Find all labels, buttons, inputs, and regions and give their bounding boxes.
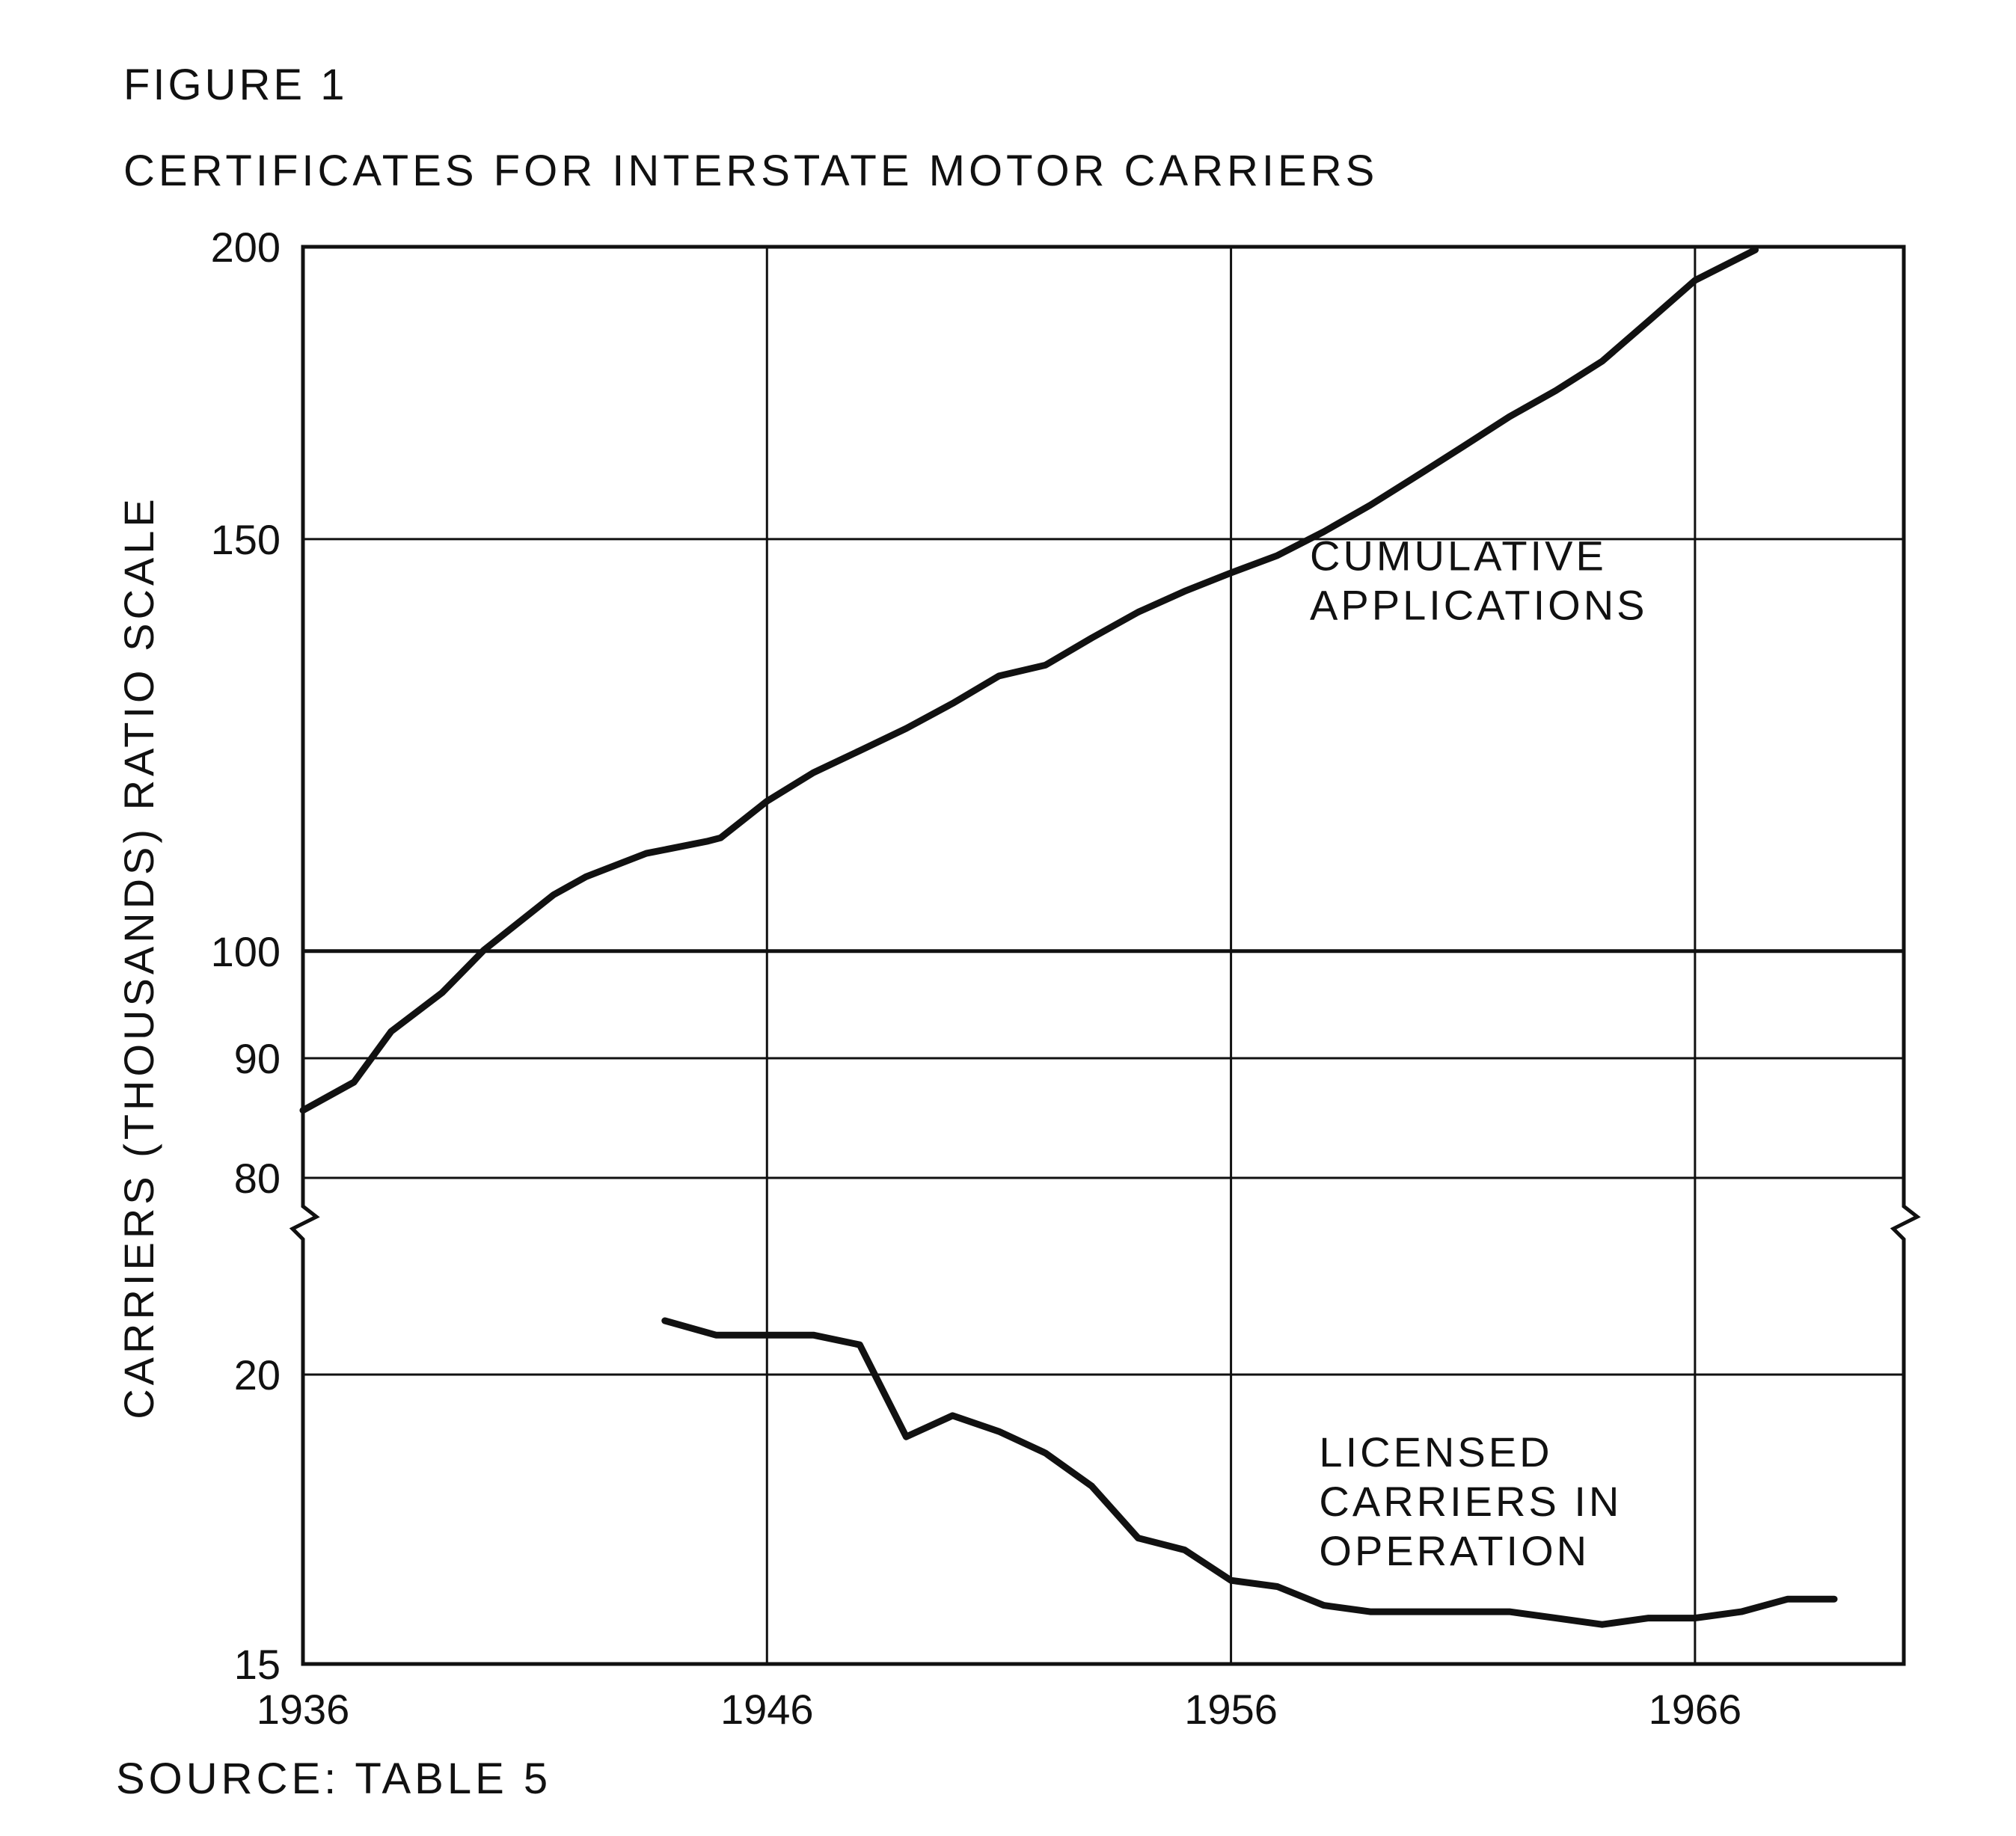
axis-ticks: 80 90 100 150 200 15 20 1936 1946 1956 1966 [211,224,1742,1733]
chart-series [299,246,1838,1628]
series-label-cumulative-applications-line-2: APPLICATIONS [1310,581,1648,628]
series-label-licensed-carriers-line-2: CARRIERS IN [1319,1478,1622,1525]
series-line-cumulative-applications [299,246,1759,1114]
x-tick-label-1966: 1966 [1649,1686,1742,1733]
y-tick-label-15: 15 [234,1641,281,1688]
x-tick-label-1956: 1956 [1184,1686,1278,1733]
x-tick-label-1936: 1936 [257,1686,350,1733]
plot-frame [289,245,1921,1666]
figure-source: SOURCE: TABLE 5 [116,1754,552,1803]
series-label-licensed-carriers-line-3: OPERATION [1319,1527,1590,1574]
chart-grid [303,247,1904,1664]
y-tick-label-90: 90 [234,1035,281,1082]
y-tick-label-20: 20 [234,1351,281,1399]
chart-frame [289,245,1921,1666]
series-label-licensed-carriers-line-1: LICENSED [1319,1428,1552,1476]
y-tick-label-80: 80 [234,1155,281,1202]
y-tick-label-100: 100 [211,928,281,975]
series-line-licensed-carriers [661,1317,1838,1628]
series-label-cumulative-applications-line-1: CUMULATIVE [1310,532,1607,579]
y-axis-label: CARRIERS (THOUSANDS) RATIO SCALE [115,495,162,1419]
figure-title: CERTIFICATES FOR INTERSTATE MOTOR CARRIE… [123,147,1379,195]
figure-label: FIGURE 1 [123,61,348,109]
y-tick-label-200: 200 [211,224,281,271]
y-tick-label-150: 150 [211,516,281,563]
x-tick-label-1946: 1946 [720,1686,814,1733]
